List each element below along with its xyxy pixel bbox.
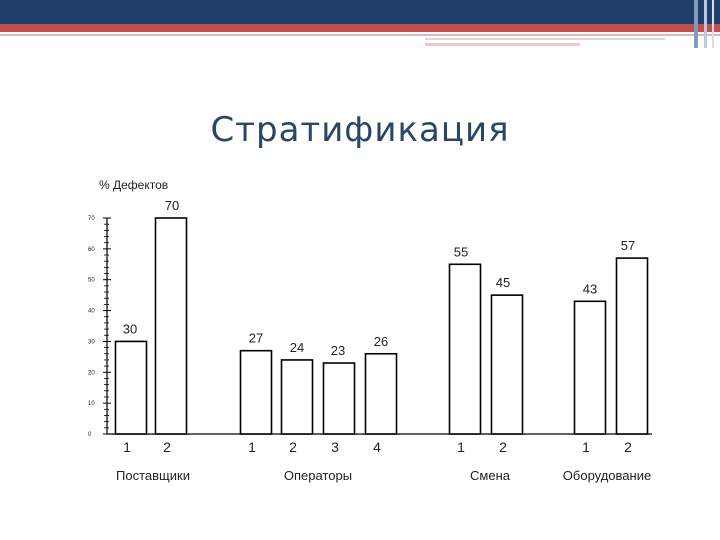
y-tick-label: 60 xyxy=(88,247,95,253)
y-tick-label: 0 xyxy=(88,432,92,438)
y-axis-label: % Дефектов xyxy=(99,178,168,192)
x-group-label: Поставщики xyxy=(116,468,190,483)
bar xyxy=(366,354,397,434)
bar-value-label: 27 xyxy=(249,331,263,346)
bar-value-label: 57 xyxy=(621,238,635,253)
y-tick-label: 50 xyxy=(88,278,95,284)
y-tick-label: 30 xyxy=(88,339,95,345)
bar xyxy=(617,258,648,434)
bar xyxy=(156,218,187,434)
x-group-label: Операторы xyxy=(284,468,352,483)
bar xyxy=(282,360,313,434)
x-category-label: 1 xyxy=(248,439,256,455)
bar xyxy=(492,295,523,434)
x-category-label: 3 xyxy=(331,439,339,455)
bar-value-label: 70 xyxy=(165,198,179,213)
x-category-label: 2 xyxy=(624,439,632,455)
x-category-label: 1 xyxy=(123,439,131,455)
bar-value-label: 30 xyxy=(123,321,137,336)
bar-value-label: 26 xyxy=(374,334,388,349)
bar-value-label: 23 xyxy=(331,343,345,358)
x-category-label: 1 xyxy=(582,439,590,455)
bar xyxy=(575,301,606,434)
bar xyxy=(324,363,355,434)
bar-value-label: 24 xyxy=(290,340,304,355)
x-category-label: 2 xyxy=(499,439,507,455)
x-category-label: 2 xyxy=(289,439,297,455)
bar xyxy=(241,351,272,434)
y-tick-label: 70 xyxy=(88,216,95,222)
bar xyxy=(450,264,481,434)
x-category-label: 2 xyxy=(163,439,171,455)
bar-value-label: 55 xyxy=(454,244,468,259)
x-category-label: 4 xyxy=(373,439,381,455)
y-tick-label: 10 xyxy=(88,401,95,407)
bar xyxy=(116,341,147,434)
x-group-label: Оборудование xyxy=(563,468,651,483)
x-group-label: Смена xyxy=(470,468,511,483)
y-tick-label: 40 xyxy=(88,309,95,315)
bar-value-label: 45 xyxy=(496,275,510,290)
bar-value-label: 43 xyxy=(583,281,597,296)
y-tick-label: 20 xyxy=(88,370,95,376)
x-category-label: 1 xyxy=(457,439,465,455)
